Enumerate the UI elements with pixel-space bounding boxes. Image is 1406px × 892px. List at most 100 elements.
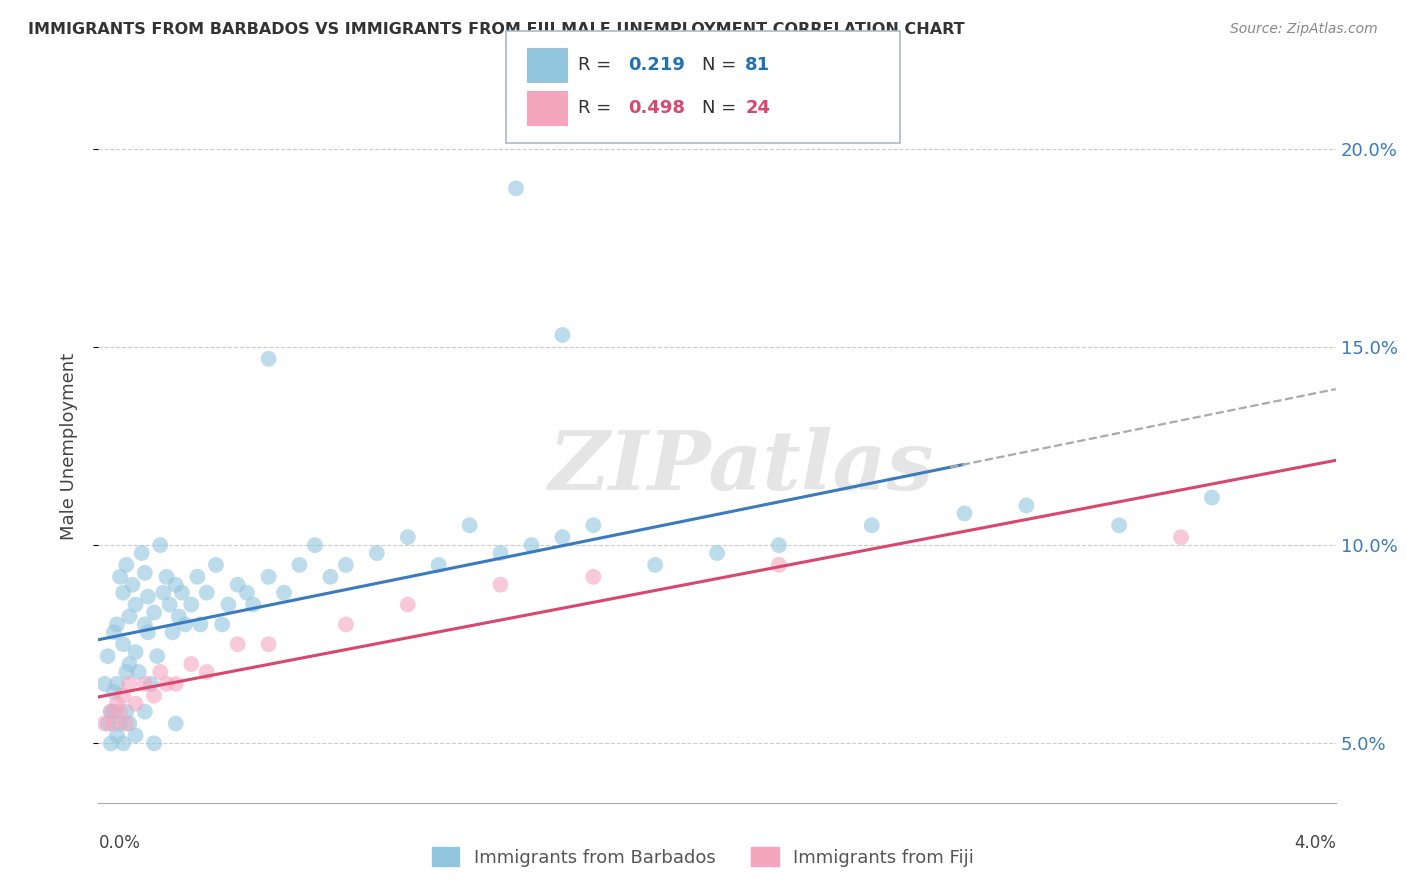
Point <box>396 530 419 544</box>
Text: Source: ZipAtlas.com: Source: ZipAtlas.com <box>1230 22 1378 37</box>
Point <box>143 606 166 620</box>
Point <box>242 598 264 612</box>
Point <box>112 637 135 651</box>
Point <box>115 665 138 679</box>
Point <box>953 507 976 521</box>
Point <box>152 585 174 599</box>
Text: 4.0%: 4.0% <box>1294 834 1336 852</box>
Point <box>103 716 125 731</box>
Point <box>644 558 666 572</box>
Text: N =: N = <box>702 56 735 74</box>
Point <box>97 649 120 664</box>
Point <box>768 538 790 552</box>
Point <box>124 728 146 742</box>
Point <box>174 617 197 632</box>
Point <box>112 585 135 599</box>
Legend: Immigrants from Barbados, Immigrants from Fiji: Immigrants from Barbados, Immigrants fro… <box>425 840 981 874</box>
Point <box>139 677 162 691</box>
Point <box>128 665 150 679</box>
Point <box>100 736 122 750</box>
Point <box>149 665 172 679</box>
Point <box>427 558 450 572</box>
Point <box>489 578 512 592</box>
Point <box>118 657 141 671</box>
Point <box>93 677 115 691</box>
Point <box>124 645 146 659</box>
Text: 0.498: 0.498 <box>628 99 686 117</box>
Point <box>335 617 357 632</box>
Point <box>366 546 388 560</box>
Point <box>319 570 342 584</box>
Point <box>112 736 135 750</box>
Point <box>93 716 115 731</box>
Point <box>304 538 326 552</box>
Text: IMMIGRANTS FROM BARBADOS VS IMMIGRANTS FROM FIJI MALE UNEMPLOYMENT CORRELATION C: IMMIGRANTS FROM BARBADOS VS IMMIGRANTS F… <box>28 22 965 37</box>
Point <box>103 685 125 699</box>
Point <box>105 677 128 691</box>
Point <box>159 598 181 612</box>
Point <box>273 585 295 599</box>
Point <box>134 705 156 719</box>
Point <box>134 617 156 632</box>
Point <box>115 705 138 719</box>
Point <box>551 328 574 343</box>
Point <box>165 578 187 592</box>
Point <box>105 728 128 742</box>
Point <box>115 716 138 731</box>
Point <box>136 590 159 604</box>
Point <box>226 578 249 592</box>
Point <box>257 570 280 584</box>
Point <box>458 518 481 533</box>
Point <box>195 585 218 599</box>
Point <box>396 598 419 612</box>
Point <box>505 181 527 195</box>
Point <box>100 705 122 719</box>
Point <box>112 689 135 703</box>
Text: 0.219: 0.219 <box>628 56 685 74</box>
Point <box>217 598 239 612</box>
Text: 24: 24 <box>745 99 770 117</box>
Point <box>180 598 202 612</box>
Point <box>1170 530 1192 544</box>
Point <box>146 649 169 664</box>
Point <box>108 716 131 731</box>
Point <box>706 546 728 560</box>
Point <box>180 657 202 671</box>
Point <box>108 570 131 584</box>
Point <box>768 558 790 572</box>
Point <box>167 609 190 624</box>
Point <box>1015 499 1038 513</box>
Y-axis label: Male Unemployment: Male Unemployment <box>59 352 77 540</box>
Point <box>860 518 883 533</box>
Text: R =: R = <box>578 99 617 117</box>
Point <box>136 625 159 640</box>
Point <box>205 558 228 572</box>
Point <box>105 617 128 632</box>
Text: N =: N = <box>702 99 735 117</box>
Point <box>134 677 156 691</box>
Point <box>131 546 153 560</box>
Point <box>520 538 543 552</box>
Point <box>118 677 141 691</box>
Point <box>143 736 166 750</box>
Point <box>97 716 120 731</box>
Point <box>103 705 125 719</box>
Point <box>108 705 131 719</box>
Point <box>165 716 187 731</box>
Point <box>226 637 249 651</box>
Point <box>124 598 146 612</box>
Point <box>190 617 212 632</box>
Point <box>121 578 143 592</box>
Point <box>155 570 177 584</box>
Point <box>105 697 128 711</box>
Point <box>143 689 166 703</box>
Text: 81: 81 <box>745 56 770 74</box>
Point <box>551 530 574 544</box>
Point <box>257 351 280 366</box>
Point <box>1108 518 1130 533</box>
Point <box>134 566 156 580</box>
Point <box>257 637 280 651</box>
Point <box>170 585 193 599</box>
Point <box>211 617 233 632</box>
Point <box>195 665 218 679</box>
